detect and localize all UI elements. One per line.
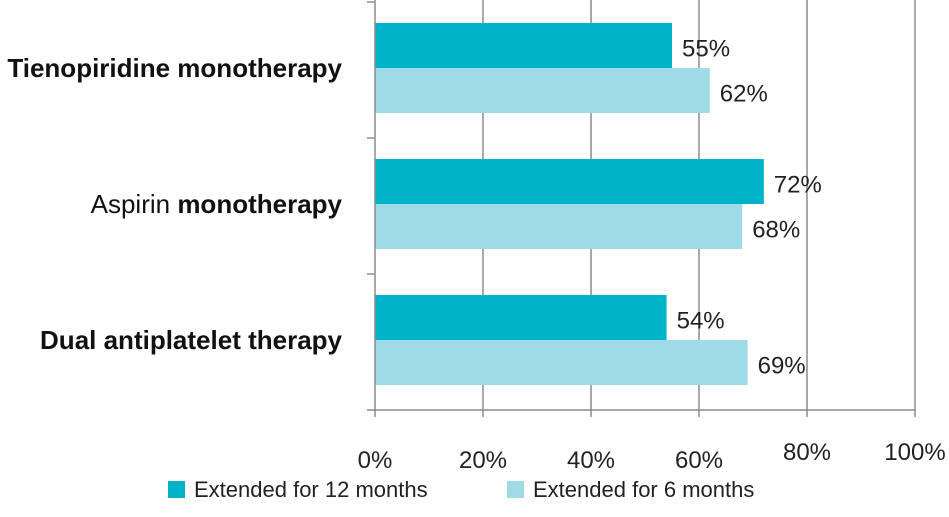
x-tick-label: 0%	[358, 447, 393, 474]
axes	[367, 0, 916, 417]
legend-swatch	[507, 481, 524, 498]
legend: Extended for 12 months Extended for 6 mon…	[168, 477, 754, 502]
bar	[375, 340, 748, 385]
legend-label: Extended for 6 months	[533, 477, 754, 502]
category-label-part: monotherapy	[177, 189, 342, 219]
bar	[375, 204, 743, 249]
data-label: 72%	[774, 172, 822, 199]
x-tick-label: 60%	[675, 447, 723, 474]
data-label: 54%	[677, 308, 725, 335]
category-label-part: Aspirin	[91, 189, 178, 219]
category-label: Tienopiridine monotherapy	[7, 53, 342, 83]
x-tick-label: 40%	[567, 447, 615, 474]
bar	[375, 295, 667, 340]
category-label-part: Tienopiridine monotherapy	[7, 53, 342, 83]
x-tick-label: 100%	[884, 439, 945, 466]
bars	[375, 23, 764, 385]
legend-label: Extended for 12 months	[194, 477, 428, 502]
category-label-part: Dual antiplatelet therapy	[40, 325, 342, 355]
bar	[375, 68, 710, 113]
data-label: 62%	[720, 81, 768, 108]
x-tick-labels: 0% 20% 40% 60% 80% 100%	[358, 439, 946, 474]
bar	[375, 159, 764, 204]
category-label: Dual antiplatelet therapy	[40, 325, 342, 355]
data-label: 55%	[682, 36, 730, 63]
legend-swatch	[168, 481, 185, 498]
x-tick-label: 80%	[783, 439, 831, 466]
x-tick-label: 20%	[459, 447, 507, 474]
bar	[375, 23, 672, 68]
data-labels: 55% 62% 72% 68% 54% 69%	[677, 36, 822, 380]
data-label: 69%	[758, 353, 806, 380]
category-label: Aspirin monotherapy	[91, 189, 343, 219]
category-labels: Tienopiridine monotherapy Aspirin monothe…	[7, 53, 342, 355]
data-label: 68%	[752, 217, 800, 244]
